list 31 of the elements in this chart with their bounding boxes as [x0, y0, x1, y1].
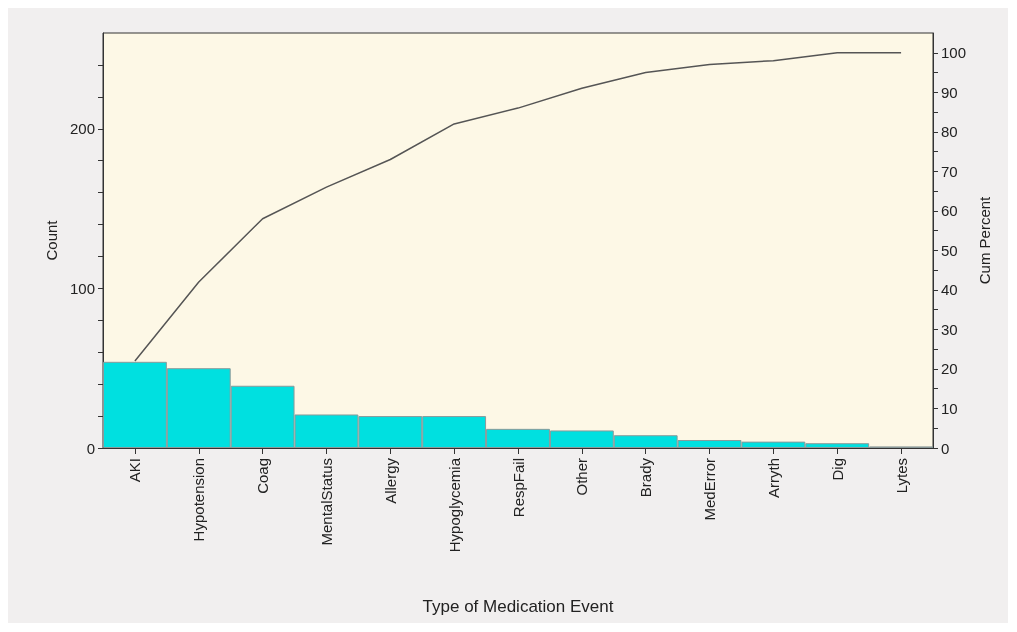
y2-tick-label: 100 [941, 44, 967, 62]
x-tick-label: Hypotension [190, 458, 208, 542]
y2-tick-label: 20 [941, 360, 958, 378]
y2-tick-label: 10 [941, 399, 958, 417]
x-tick-label: MentalStatus [317, 458, 335, 546]
x-tick-label: RespFail [509, 458, 527, 518]
x-tick-label: AKI [126, 458, 144, 483]
x-tick-label: MedError [701, 458, 719, 521]
y-tick-label: 200 [69, 120, 95, 138]
x-tick-label: Hypoglycemia [445, 457, 463, 553]
x-tick-label: Dig [828, 458, 846, 481]
y2-tick-label: 90 [941, 83, 958, 101]
x-tick-label: Other [573, 458, 591, 496]
y2-tick-label: 80 [941, 123, 958, 141]
y2-axis-title: Cum Percent [975, 195, 993, 285]
y2-tick-label: 60 [941, 202, 958, 220]
y-tick-label: 0 [86, 439, 95, 457]
y2-tick-label: 50 [941, 241, 958, 259]
x-tick-label: Allergy [381, 457, 399, 504]
x-tick-label: Arryth [764, 458, 782, 499]
line-series [134, 52, 902, 362]
x-tick-label: Coag [254, 458, 272, 494]
y2-tick-label: 40 [941, 281, 958, 299]
y2-tick-label: 0 [941, 439, 950, 457]
x-tick-label: Lytes [892, 458, 910, 494]
x-tick-label: Brady [637, 457, 655, 498]
y2-tick-label: 30 [941, 320, 958, 338]
y-axis-title: Count [43, 219, 61, 261]
y-tick-label: 100 [69, 279, 95, 297]
x-axis-title: Type of Medication Event [422, 597, 614, 616]
y2-tick-label: 70 [941, 162, 958, 180]
